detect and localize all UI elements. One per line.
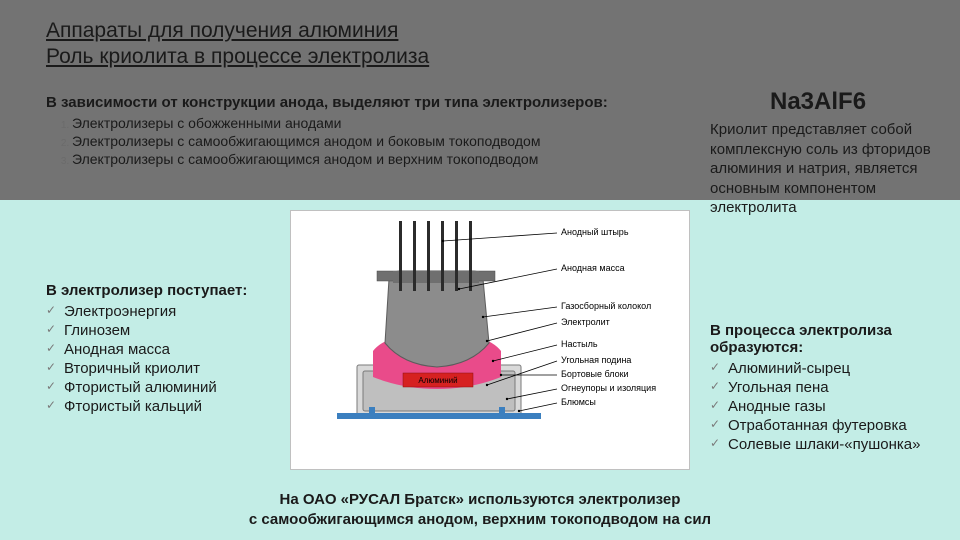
diagram-label: Электролит xyxy=(561,317,610,327)
list-item: Отработанная футеровка xyxy=(728,417,950,434)
intro-lead: В зависимости от конструкции анода, выде… xyxy=(46,94,686,111)
list-item: Электролизеры с обожженными анодами xyxy=(72,115,686,131)
page-title: Аппараты для получения алюминия Роль кри… xyxy=(46,18,429,71)
list-item: Электроэнергия xyxy=(64,303,276,320)
electrolyzer-diagram: Алюминий Анодный штырь Анодная масса Газос… xyxy=(290,210,690,470)
list-item: Электролизеры с самообжигающимся анодом … xyxy=(72,133,686,149)
diagram-label: Анодная масса xyxy=(561,263,625,273)
inputs-block: В электролизер поступает: Электроэнергия… xyxy=(46,282,276,417)
title-line-2: Роль криолита в процессе электролиза xyxy=(46,45,429,68)
list-item: Алюминий-сырец xyxy=(728,360,950,377)
list-item: Анодные газы xyxy=(728,398,950,415)
cryolite-formula: Na3AlF6 xyxy=(770,88,866,116)
diagram-label: Настыль xyxy=(561,339,598,349)
footnote: На ОАО «РУСАЛ Братск» используются элект… xyxy=(190,490,770,529)
outputs-block: В процесса электролиза образуются: Алюми… xyxy=(710,322,950,455)
diagram-label: Газосборный колокол xyxy=(561,301,651,311)
diagram-label: Блюмсы xyxy=(561,397,596,407)
list-item: Фтористый алюминий xyxy=(64,379,276,396)
title-line-1: Аппараты для получения алюминия xyxy=(46,19,398,42)
list-item: Анодная масса xyxy=(64,341,276,358)
list-item: Угольная пена xyxy=(728,379,950,396)
svg-text:Алюминий: Алюминий xyxy=(418,376,457,385)
inputs-list: Электроэнергия Глинозем Анодная масса Вт… xyxy=(46,303,276,415)
footnote-line-2: с самообжигающимся анодом, верхним токоп… xyxy=(249,511,711,528)
list-item: Электролизеры с самообжигающимся анодом … xyxy=(72,151,686,167)
outputs-heading: В процесса электролиза образуются: xyxy=(710,322,950,356)
list-item: Солевые шлаки-«пушонка» xyxy=(728,436,950,453)
list-item: Фтористый кальций xyxy=(64,398,276,415)
list-item: Глинозем xyxy=(64,322,276,339)
footnote-line-1: На ОАО «РУСАЛ Братск» используются элект… xyxy=(280,491,681,508)
diagram-label: Огнеупоры и изоляция xyxy=(561,383,656,393)
diagram-label: Угольная подина xyxy=(561,355,631,365)
inputs-heading: В электролизер поступает: xyxy=(46,282,276,299)
intro-block: В зависимости от конструкции анода, выде… xyxy=(46,94,686,169)
electrolyzer-types-list: Электролизеры с обожженными анодами Элек… xyxy=(46,115,686,167)
diagram-label: Анодный штырь xyxy=(561,227,629,237)
cryolite-description: Криолит представляет собой комплексную с… xyxy=(710,120,950,218)
list-item: Вторичный криолит xyxy=(64,360,276,377)
outputs-list: Алюминий-сырец Угольная пена Анодные газ… xyxy=(710,360,950,453)
diagram-svg: Алюминий xyxy=(291,211,691,471)
diagram-label: Бортовые блоки xyxy=(561,369,629,379)
